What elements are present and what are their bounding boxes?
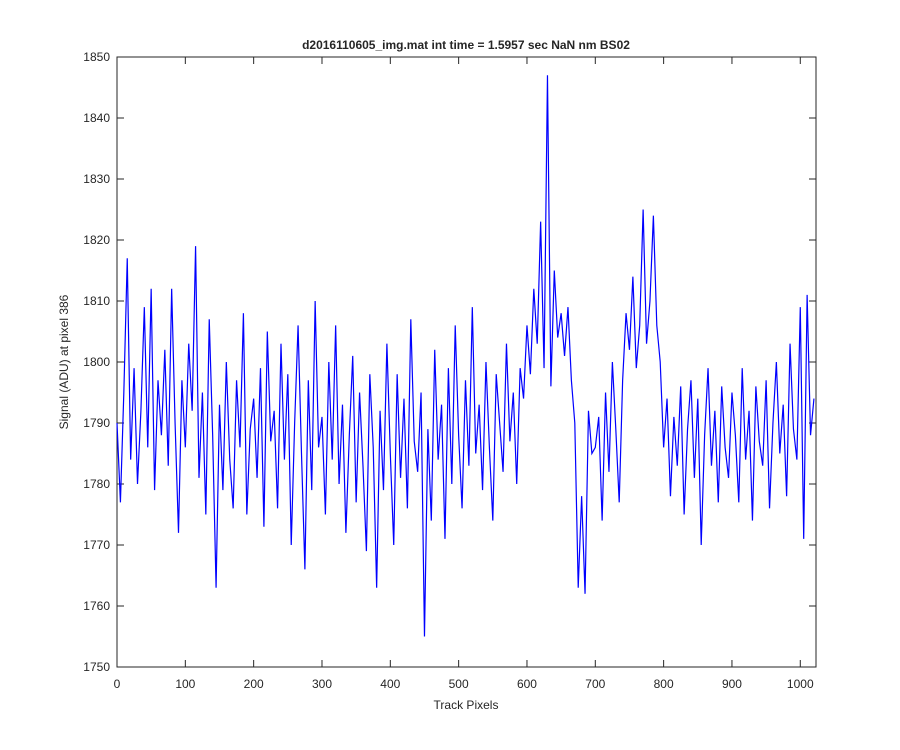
y-tick-label: 1840 <box>83 111 110 125</box>
y-tick-label: 1800 <box>83 355 110 369</box>
y-tick-label: 1820 <box>83 233 110 247</box>
x-tick-label: 500 <box>449 677 469 691</box>
y-tick-label: 1830 <box>83 172 110 186</box>
y-tick-label: 1750 <box>83 660 110 674</box>
x-tick-label: 400 <box>380 677 400 691</box>
y-tick-label: 1810 <box>83 294 110 308</box>
x-tick-label: 600 <box>517 677 537 691</box>
x-tick-label: 0 <box>114 677 121 691</box>
x-tick-label: 800 <box>654 677 674 691</box>
x-tick-label: 700 <box>585 677 605 691</box>
y-tick-label: 1760 <box>83 599 110 613</box>
data-line <box>116 75 815 637</box>
chart-title: d2016110605_img.mat int time = 1.5957 se… <box>302 38 630 52</box>
plot-area <box>116 56 817 668</box>
y-axis-label: Signal (ADU) at pixel 386 <box>57 294 71 429</box>
y-tick-label: 1790 <box>83 416 110 430</box>
x-tick-label: 300 <box>312 677 332 691</box>
x-tick-label: 900 <box>722 677 742 691</box>
y-tick-label: 1770 <box>83 538 110 552</box>
x-axis-label: Track Pixels <box>434 698 499 712</box>
y-tick-label: 1850 <box>83 50 110 64</box>
y-tick-label: 1780 <box>83 477 110 491</box>
x-tick-label: 200 <box>244 677 264 691</box>
x-tick-label: 1000 <box>787 677 814 691</box>
x-tick-label: 100 <box>175 677 195 691</box>
